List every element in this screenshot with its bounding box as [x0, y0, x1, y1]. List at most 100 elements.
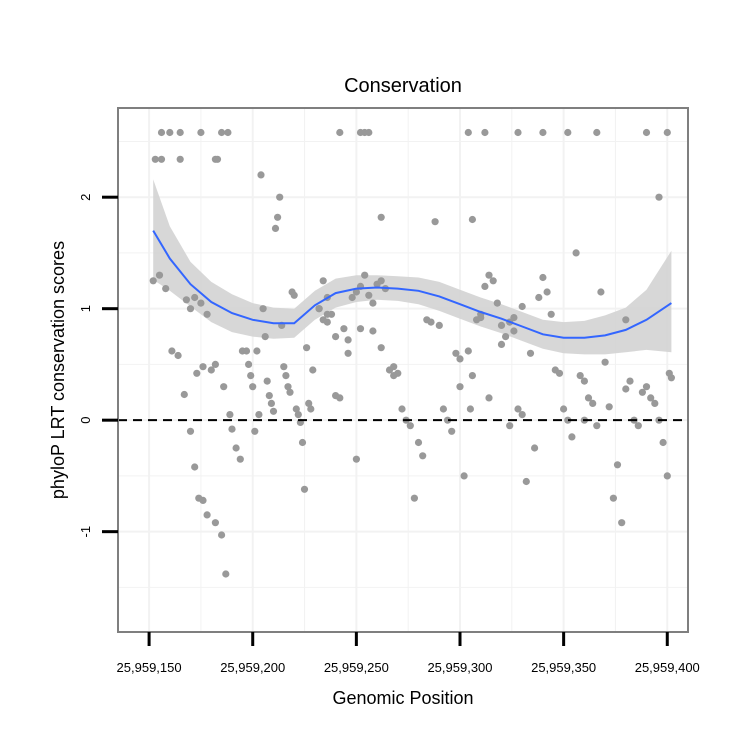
data-point	[242, 347, 251, 355]
data-point	[535, 293, 543, 302]
data-point	[622, 316, 630, 324]
data-point	[307, 405, 315, 413]
data-point	[282, 372, 290, 380]
x-tick-label: 25,959,250	[324, 660, 389, 675]
data-point	[547, 310, 555, 318]
data-point	[249, 383, 257, 391]
data-point	[489, 277, 497, 285]
data-point	[199, 363, 207, 371]
confidence-band-area	[153, 179, 672, 355]
data-point	[251, 427, 259, 435]
data-point	[593, 422, 601, 430]
data-point	[448, 427, 456, 435]
data-point	[456, 355, 464, 363]
data-point	[626, 377, 634, 385]
y-tick-label: 1	[78, 305, 93, 312]
data-point	[456, 383, 464, 391]
data-point	[493, 299, 501, 307]
y-axis: -1 0 1 2	[78, 194, 118, 537]
data-point	[613, 461, 622, 469]
data-point	[340, 325, 348, 333]
data-point	[162, 285, 170, 293]
data-point	[460, 472, 468, 480]
data-point	[466, 405, 474, 413]
smooth-curve	[152, 230, 672, 339]
data-point	[502, 333, 510, 341]
data-point	[348, 293, 356, 302]
data-point	[564, 128, 572, 137]
data-point	[514, 405, 522, 413]
data-point	[332, 333, 340, 341]
data-point	[211, 519, 219, 527]
data-point	[419, 452, 427, 460]
data-point	[410, 494, 418, 502]
data-point	[518, 411, 526, 419]
data-point	[292, 405, 300, 413]
data-point	[176, 128, 184, 137]
data-point	[191, 463, 199, 471]
data-point	[518, 302, 526, 311]
data-point	[555, 369, 564, 377]
data-point	[155, 271, 164, 279]
data-point	[180, 390, 188, 399]
data-point	[344, 336, 352, 344]
data-point	[261, 333, 269, 341]
data-point	[274, 213, 282, 221]
data-point	[642, 383, 651, 391]
data-point	[203, 511, 211, 519]
data-point	[271, 224, 280, 232]
data-point	[477, 314, 485, 322]
data-point	[344, 349, 352, 357]
data-point	[222, 570, 230, 578]
data-point	[398, 405, 406, 413]
data-point	[265, 392, 273, 400]
data-point	[176, 155, 184, 163]
data-point	[151, 155, 159, 163]
data-point	[655, 193, 663, 201]
data-point	[580, 377, 589, 385]
data-point	[647, 394, 655, 402]
data-point	[166, 128, 174, 137]
data-point	[253, 347, 261, 355]
data-point	[168, 347, 176, 355]
data-point	[539, 273, 547, 282]
data-point	[605, 403, 613, 411]
data-point	[365, 128, 373, 137]
data-point	[257, 171, 265, 179]
data-point	[174, 351, 182, 360]
data-point	[452, 349, 460, 357]
data-point	[564, 416, 572, 424]
data-point	[226, 411, 234, 419]
data-point	[247, 372, 255, 380]
confidence-band	[153, 179, 672, 355]
data-point	[157, 155, 166, 163]
data-point	[464, 347, 472, 355]
data-point	[485, 271, 493, 279]
smooth-line	[152, 230, 672, 339]
data-point	[245, 360, 253, 368]
data-point	[414, 438, 423, 447]
data-point	[309, 366, 317, 374]
data-point	[444, 416, 452, 424]
data-point	[199, 496, 207, 504]
data-point	[193, 369, 201, 377]
data-point	[526, 349, 535, 357]
data-point	[186, 305, 195, 313]
data-point	[336, 128, 344, 137]
data-point	[157, 128, 166, 137]
data-point	[186, 427, 195, 435]
data-point	[510, 327, 518, 335]
data-point	[589, 399, 597, 407]
data-point	[336, 394, 344, 402]
data-point	[506, 422, 514, 430]
data-point	[377, 344, 385, 352]
data-point	[497, 340, 506, 348]
data-point	[642, 128, 651, 137]
data-point	[406, 422, 414, 430]
y-axis-title: phyloP LRT conservation scores	[48, 241, 68, 499]
data-point	[539, 128, 547, 137]
data-point	[365, 291, 373, 299]
data-point	[651, 399, 659, 407]
